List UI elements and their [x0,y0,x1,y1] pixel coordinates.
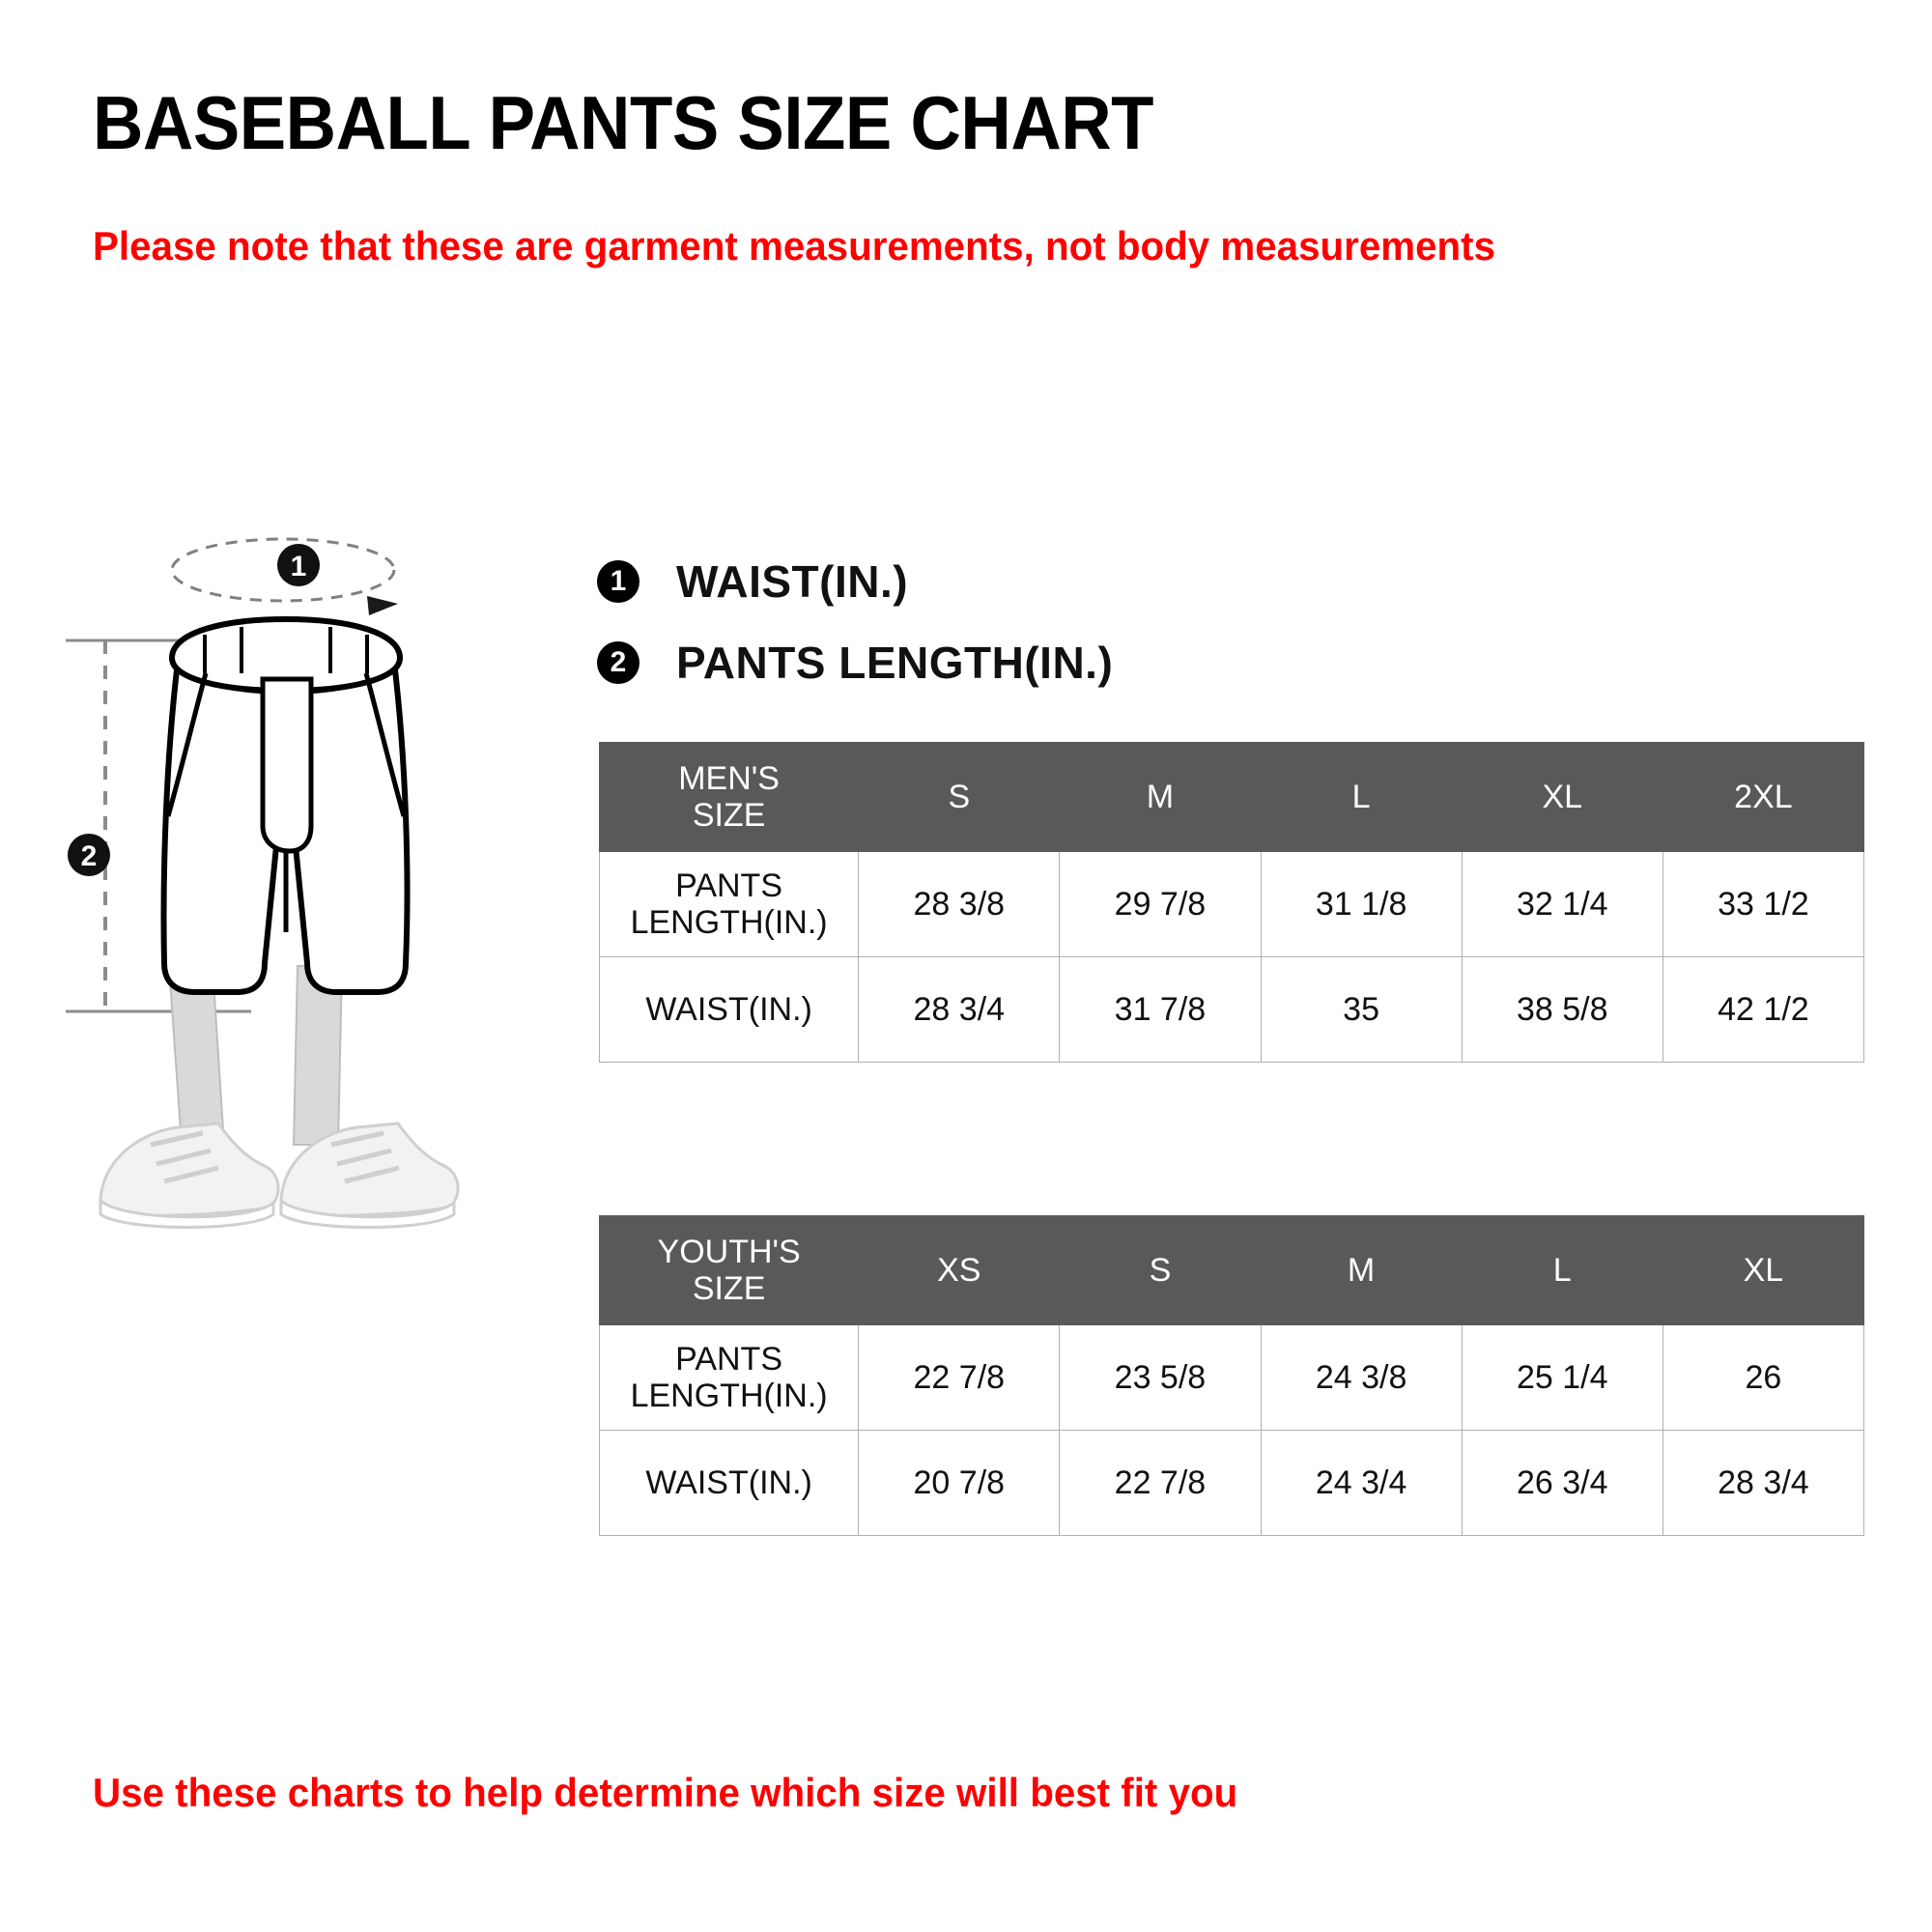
header-label-line1: YOUTH'S [657,1233,801,1270]
badge-2-icon: 2 [597,641,639,684]
youths-waist-xs: 20 7/8 [858,1430,1061,1536]
mens-size-table: MEN'S SIZE S M L XL 2XL PANTS LENGTH(IN.… [598,742,1865,1063]
youths-waist-s: 22 7/8 [1059,1430,1262,1536]
waist-arrow-icon [367,596,398,615]
mens-pants-length-2xl: 33 1/2 [1662,851,1865,957]
mens-waist-label: WAIST(IN.) [598,956,860,1063]
table-row: PANTS LENGTH(IN.) 22 7/8 23 5/8 24 3/8 2… [598,1324,1865,1431]
youths-pants-length-label: PANTS LENGTH(IN.) [598,1324,860,1431]
table-row: WAIST(IN.) 20 7/8 22 7/8 24 3/4 26 3/4 2… [598,1430,1865,1536]
youths-waist-xl: 28 3/4 [1662,1430,1865,1536]
mens-pants-length-l: 31 1/8 [1260,851,1463,957]
legend-label-waist: WAIST(IN.) [676,556,909,607]
fly-placket [260,676,314,854]
legend-item-waist: 1 WAIST(IN.) [597,541,1113,622]
mens-pants-length-label: PANTS LENGTH(IN.) [598,851,860,957]
mens-pants-length-m: 29 7/8 [1059,851,1262,957]
belt-loops [203,627,369,673]
youths-pants-length-m: 24 3/8 [1260,1324,1463,1431]
youths-pants-length-xs: 22 7/8 [858,1324,1061,1431]
table-header-row: MEN'S SIZE S M L XL 2XL [598,742,1865,852]
mens-waist-2xl: 42 1/2 [1662,956,1865,1063]
waist-ellipse-icon [170,537,396,603]
legend-item-pants-length: 2 PANTS LENGTH(IN.) [597,622,1113,703]
row-label-line2: LENGTH(IN.) [630,904,828,941]
mens-size-header: MEN'S SIZE [598,742,860,852]
baseball-pants-illustration: 1 2 [58,526,560,1328]
row-label-line1: PANTS [675,1340,783,1378]
mens-size-l: L [1260,742,1463,852]
table-header-row: YOUTH'S SIZE XS S M L XL [598,1215,1865,1325]
youths-waist-m: 24 3/4 [1260,1430,1463,1536]
youths-size-xs: XS [858,1215,1061,1325]
mens-size-s: S [858,742,1061,852]
shoes-shape [99,1122,460,1229]
legend-label-pants-length: PANTS LENGTH(IN.) [676,638,1114,688]
svg-text:1: 1 [291,551,307,582]
mens-size-xl: XL [1461,742,1663,852]
mens-pants-length-xl: 32 1/4 [1461,851,1663,957]
table-row: PANTS LENGTH(IN.) 28 3/8 29 7/8 31 1/8 3… [598,851,1865,957]
badge-1-icon: 1 [597,560,639,603]
youths-pants-length-xl: 26 [1662,1324,1865,1431]
row-label-line1: PANTS [675,867,783,904]
youths-waist-l: 26 3/4 [1461,1430,1663,1536]
youths-size-s: S [1059,1215,1262,1325]
youths-size-l: L [1461,1215,1663,1325]
garment-measurement-note: Please note that these are garment measu… [93,223,1496,269]
header-label-line1: MEN'S [678,759,780,797]
page-title: BASEBALL PANTS SIZE CHART [93,80,1154,165]
svg-text:2: 2 [81,840,98,872]
footer-note: Use these charts to help determine which… [93,1770,1238,1815]
mens-size-m: M [1059,742,1262,852]
header-label-line2: SIZE [692,797,766,834]
row-label-line2: LENGTH(IN.) [630,1378,828,1414]
pants-shape [160,616,411,995]
youths-size-table: YOUTH'S SIZE XS S M L XL PANTS LENGTH(IN… [598,1215,1865,1536]
youths-size-header: YOUTH'S SIZE [598,1215,860,1325]
measurement-legend: 1 WAIST(IN.) 2 PANTS LENGTH(IN.) [597,541,1113,703]
mens-waist-s: 28 3/4 [858,956,1061,1063]
youths-size-xl: XL [1662,1215,1865,1325]
table-row: WAIST(IN.) 28 3/4 31 7/8 35 38 5/8 42 1/… [598,956,1865,1063]
mens-waist-l: 35 [1260,956,1463,1063]
youths-waist-label: WAIST(IN.) [598,1430,860,1536]
youths-pants-length-l: 25 1/4 [1461,1324,1663,1431]
header-label-line2: SIZE [692,1270,766,1307]
pockets [165,672,407,817]
youths-size-m: M [1260,1215,1463,1325]
mens-waist-m: 31 7/8 [1059,956,1262,1063]
mens-size-2xl: 2XL [1662,742,1865,852]
youths-pants-length-s: 23 5/8 [1059,1324,1262,1431]
mens-pants-length-s: 28 3/8 [858,851,1061,957]
mens-waist-xl: 38 5/8 [1461,956,1663,1063]
